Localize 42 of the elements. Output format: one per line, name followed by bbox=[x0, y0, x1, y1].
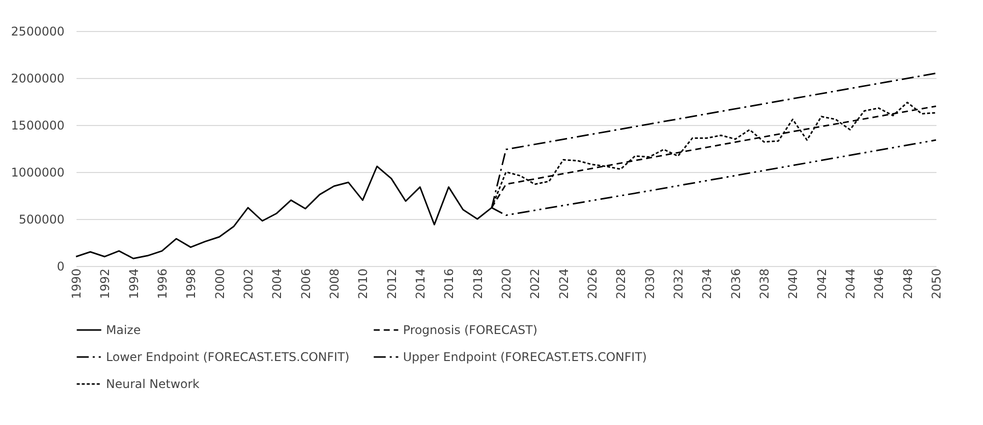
x-tick-label: 2030 bbox=[642, 268, 657, 300]
x-tick-label: 2004 bbox=[270, 268, 284, 300]
x-tick-label: 2044 bbox=[844, 268, 858, 300]
x-tick-label: 2006 bbox=[298, 268, 313, 300]
x-tick-label: 2038 bbox=[758, 268, 772, 300]
x-tick-label: 2002 bbox=[242, 268, 256, 300]
x-tick-label: 2034 bbox=[700, 268, 714, 300]
x-tick-label: 2036 bbox=[728, 268, 743, 300]
x-tick-label: 1990 bbox=[70, 268, 84, 300]
legend-label: Prognosis (FORECAST) bbox=[403, 323, 538, 337]
x-tick-label: 2048 bbox=[900, 268, 915, 300]
x-tick-label: 2014 bbox=[414, 268, 428, 300]
x-tick-label: 1992 bbox=[98, 268, 112, 300]
y-tick-label: 500000 bbox=[18, 212, 64, 226]
x-tick-label: 1994 bbox=[126, 268, 141, 300]
y-tick-label: 1500000 bbox=[11, 118, 64, 132]
x-tick-label: 2024 bbox=[556, 268, 571, 300]
y-tick-label: 2500000 bbox=[11, 24, 64, 38]
x-tick-label: 2026 bbox=[586, 268, 600, 300]
y-tick-label: 2000000 bbox=[11, 72, 64, 86]
y-tick-label: 0 bbox=[56, 260, 64, 274]
legend-label: Neural Network bbox=[106, 377, 200, 391]
x-tick-label: 2022 bbox=[528, 268, 542, 300]
x-tick-label: 2046 bbox=[872, 268, 886, 300]
x-tick-label: 2032 bbox=[672, 268, 686, 300]
x-tick-label: 2040 bbox=[786, 268, 800, 300]
x-tick-label: 2000 bbox=[212, 268, 227, 300]
x-tick-label: 2020 bbox=[500, 268, 514, 300]
x-tick-label: 1996 bbox=[156, 268, 170, 300]
x-tick-label: 2012 bbox=[384, 268, 399, 300]
x-tick-label: 2050 bbox=[930, 268, 944, 300]
legend-label: Upper Endpoint (FORECAST.ETS.CONFIT) bbox=[403, 350, 647, 364]
y-tick-label: 1000000 bbox=[11, 166, 64, 180]
legend-label: Lower Endpoint (FORECAST.ETS.CONFIT) bbox=[106, 350, 350, 364]
x-tick-label: 2042 bbox=[814, 268, 829, 300]
x-tick-label: 2010 bbox=[356, 268, 370, 300]
x-tick-label: 1998 bbox=[184, 268, 198, 300]
x-tick-label: 2016 bbox=[442, 268, 456, 300]
x-tick-label: 2018 bbox=[470, 268, 485, 300]
x-tick-label: 2008 bbox=[328, 268, 342, 300]
x-tick-label: 2028 bbox=[614, 268, 628, 300]
legend-label: Maize bbox=[106, 323, 141, 337]
